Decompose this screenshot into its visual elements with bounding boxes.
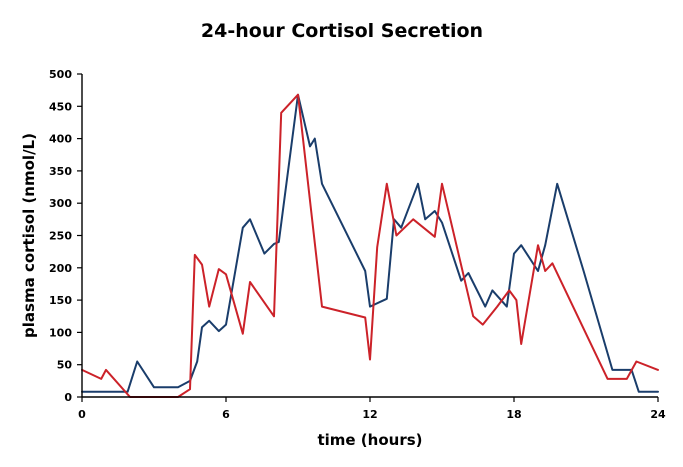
y-axis-ticks: 0 50 100 150 200 250 300 350 400 450 500 <box>49 68 82 404</box>
y-tick-label: 150 <box>49 294 72 307</box>
y-tick-label: 400 <box>49 133 72 146</box>
y-tick-label: 0 <box>64 391 72 404</box>
chart-title: 24-hour Cortisol Secretion <box>201 20 483 42</box>
x-tick-label: 12 <box>362 408 377 421</box>
x-tick-label: 18 <box>506 408 521 421</box>
series-line-2 <box>81 93 659 398</box>
y-tick-label: 500 <box>49 68 72 81</box>
x-tick-label: 24 <box>650 408 666 421</box>
y-tick-label: 350 <box>49 165 72 178</box>
y-tick-label: 300 <box>49 197 72 210</box>
x-tick-label: 0 <box>78 408 86 421</box>
x-axis-label: time (hours) <box>317 431 422 449</box>
series-layer <box>81 93 659 398</box>
x-tick-label: 6 <box>222 408 230 421</box>
y-axis-label: plasma cortisol (nmol/L) <box>20 133 38 338</box>
y-tick-label: 200 <box>49 262 72 275</box>
y-tick-label: 100 <box>49 326 72 339</box>
x-axis-ticks: 0 6 12 18 24 <box>78 397 666 421</box>
y-tick-label: 450 <box>49 100 72 113</box>
y-tick-label: 250 <box>49 230 72 243</box>
y-tick-label: 50 <box>57 359 73 372</box>
